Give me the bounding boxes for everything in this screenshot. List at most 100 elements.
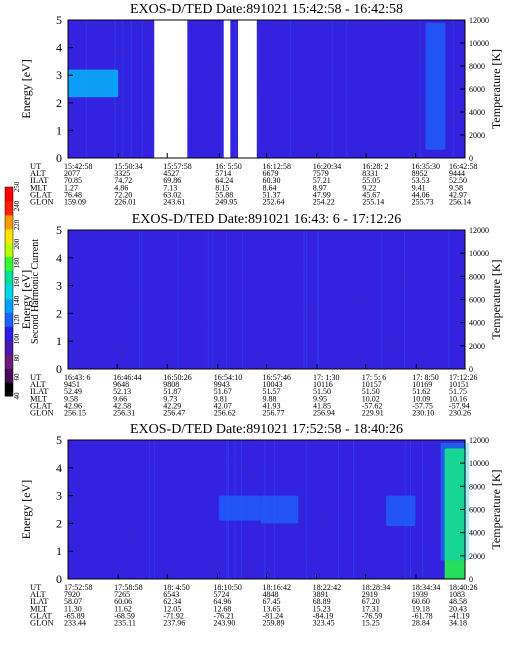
noise-speck [404, 538, 408, 540]
noise-speck [328, 345, 330, 347]
noise-speck [145, 552, 148, 554]
noise-speck [415, 554, 418, 556]
ephemeris-value: 51.50 [362, 387, 380, 396]
noise-speck [332, 332, 336, 334]
noise-speck [104, 246, 106, 248]
noise-speck [310, 268, 312, 270]
noise-speck [87, 357, 90, 359]
noise-speck [318, 328, 321, 330]
noise-speck [453, 115, 455, 117]
noise-speck [177, 250, 180, 252]
noise-speck [354, 299, 356, 301]
y-tick-label: 1 [56, 123, 62, 137]
noise-speck [79, 241, 81, 243]
noise-speck [387, 34, 391, 36]
noise-speck [333, 366, 335, 368]
noise-speck [256, 271, 259, 273]
noise-speck [235, 342, 239, 344]
noise-speck [215, 66, 219, 68]
noise-speck [387, 564, 390, 566]
noise-speck [272, 267, 275, 269]
noise-speck [395, 362, 398, 364]
noise-speck [162, 456, 165, 458]
noise-speck [289, 120, 293, 122]
colorbar-tick-label: 100 [13, 333, 21, 344]
spectral-feature [386, 495, 416, 527]
noise-speck [314, 528, 316, 530]
noise-speck [383, 464, 386, 466]
noise-speck [135, 30, 138, 32]
noise-speck [389, 328, 391, 330]
noise-speck [456, 239, 460, 241]
ephemeris-row-label: MLT [30, 182, 48, 192]
noise-speck [258, 319, 260, 321]
noise-speck [76, 146, 79, 147]
noise-speck [113, 253, 115, 255]
noise-speck [272, 571, 275, 573]
ephemeris-value: 4848 [263, 590, 279, 599]
noise-speck [85, 126, 88, 127]
noise-speck [199, 320, 202, 322]
noise-speck [122, 351, 126, 353]
noise-speck [68, 105, 71, 107]
ephemeris-value: 18:22:42 [313, 583, 341, 592]
noise-speck [98, 457, 102, 458]
noise-speck [421, 353, 424, 355]
noise-speck [283, 552, 286, 553]
noise-speck [267, 573, 270, 575]
noise-speck [141, 303, 143, 305]
noise-speck [444, 244, 447, 246]
noise-speck [77, 499, 80, 501]
noise-speck [97, 126, 101, 128]
spectral-feature [444, 448, 465, 579]
noise-speck [299, 263, 302, 265]
noise-speck [256, 452, 259, 453]
noise-speck [346, 366, 349, 367]
ephemeris-value: 256.14 [449, 198, 471, 207]
noise-speck [390, 493, 393, 495]
y-axis-label: Energy [eV] [19, 270, 33, 329]
noise-speck [427, 282, 430, 283]
ephemeris-value: 3891 [313, 590, 329, 599]
noise-speck [406, 76, 409, 78]
noise-speck [234, 265, 237, 267]
noise-speck [421, 112, 424, 114]
vertical-streak [380, 230, 382, 369]
noise-speck [187, 480, 190, 482]
ephemeris-value: -41.19 [449, 611, 470, 620]
noise-speck [150, 52, 153, 54]
y-right-tick-label: 4000 [469, 319, 485, 328]
noise-speck [88, 59, 90, 61]
colorbar-segment [5, 312, 13, 327]
noise-speck [390, 258, 392, 260]
noise-speck [441, 525, 443, 526]
ephemeris-value: 9.95 [313, 394, 327, 403]
noise-speck [220, 275, 223, 277]
noise-speck [272, 89, 276, 91]
noise-speck [252, 308, 254, 310]
colorbar-tick-label: 120 [13, 314, 21, 325]
noise-speck [411, 129, 415, 131]
noise-speck [229, 129, 232, 131]
noise-speck [423, 45, 426, 47]
noise-speck [367, 577, 371, 579]
noise-speck [424, 343, 427, 345]
y-right-axis-label: Temperature [K] [489, 49, 503, 129]
noise-speck [352, 123, 355, 125]
noise-speck [436, 541, 439, 543]
ephemeris-value: 10169 [412, 380, 432, 389]
noise-speck [322, 546, 325, 548]
ephemeris-value: 41.85 [313, 401, 331, 410]
colorbar-label: Second Harmonic Current [30, 239, 41, 344]
y-tick-label: 5 [56, 13, 62, 27]
noise-speck [276, 528, 278, 530]
colorbar-segment [5, 354, 13, 369]
noise-speck [348, 441, 351, 443]
noise-speck [202, 353, 205, 355]
noise-speck [310, 545, 314, 547]
ephemeris-value: 256.15 [64, 409, 86, 418]
noise-speck [390, 348, 393, 350]
noise-speck [245, 323, 248, 325]
noise-speck [326, 520, 329, 522]
noise-speck [287, 316, 289, 318]
